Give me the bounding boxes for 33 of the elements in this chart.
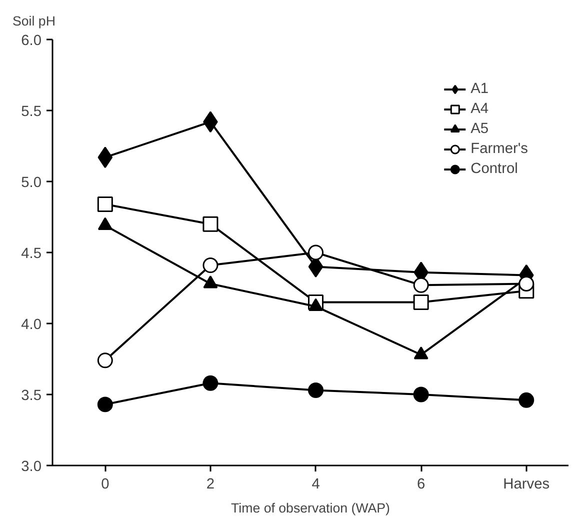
legend-label: Farmer's [470, 141, 528, 157]
y-tick-label: 4.5 [21, 246, 42, 262]
point [413, 294, 429, 310]
point [202, 216, 218, 232]
y-tick-label: 5.0 [21, 175, 42, 191]
legend-label: A1 [470, 81, 490, 97]
y-tick-label: 3.5 [21, 388, 42, 404]
legend-label: A5 [470, 121, 490, 137]
y-tick-label: 6.0 [21, 33, 42, 49]
x-tick-label: Harves [503, 476, 550, 492]
y-tick-label: 5.5 [21, 104, 42, 120]
y-tick-label: 4.0 [21, 317, 42, 333]
point [308, 382, 324, 398]
point [202, 375, 218, 391]
point [518, 392, 534, 408]
point [518, 276, 534, 292]
point [202, 258, 218, 274]
point [413, 277, 429, 293]
x-tick-label: 4 [312, 476, 320, 492]
y-tick-label: 3.0 [21, 459, 42, 475]
x-axis-title: Time of observation (WAP) [231, 500, 390, 516]
x-tick-label: 2 [206, 476, 215, 492]
point [308, 244, 324, 260]
point [97, 352, 113, 368]
y-axis-title: Soil pH [12, 14, 56, 28]
x-tick-label: 6 [416, 476, 426, 492]
point [97, 396, 113, 412]
legend-label: Control [470, 161, 518, 177]
point [97, 196, 113, 212]
point [98, 146, 113, 168]
legend-label: A4 [470, 101, 490, 117]
x-tick-label: 0 [101, 476, 110, 492]
point [413, 386, 429, 402]
